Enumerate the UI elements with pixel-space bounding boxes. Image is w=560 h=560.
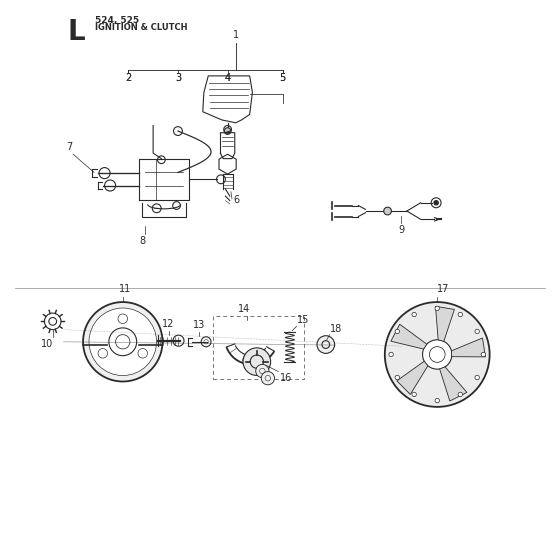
Polygon shape: [397, 361, 428, 394]
Text: 4: 4: [225, 73, 231, 83]
Circle shape: [98, 348, 108, 358]
Text: 15: 15: [297, 315, 309, 325]
Circle shape: [138, 348, 147, 358]
Circle shape: [435, 398, 440, 403]
Text: 16: 16: [280, 373, 292, 382]
Bar: [213, 316, 304, 379]
Text: 12: 12: [162, 319, 175, 329]
Circle shape: [118, 314, 128, 324]
Circle shape: [256, 365, 269, 377]
Circle shape: [458, 312, 463, 317]
Text: 3: 3: [175, 73, 181, 83]
Polygon shape: [391, 324, 427, 349]
Text: 3: 3: [175, 73, 181, 83]
Text: 7: 7: [66, 142, 72, 152]
Text: 13: 13: [193, 320, 205, 330]
Circle shape: [395, 375, 399, 380]
Circle shape: [481, 352, 486, 357]
Text: 17: 17: [437, 284, 449, 294]
Circle shape: [384, 207, 391, 215]
Circle shape: [225, 128, 231, 134]
Text: 11: 11: [119, 284, 132, 294]
Text: 6: 6: [233, 195, 239, 205]
Text: 8: 8: [139, 236, 145, 246]
Circle shape: [458, 392, 463, 396]
Circle shape: [83, 302, 162, 381]
Circle shape: [262, 372, 274, 385]
Circle shape: [243, 348, 270, 375]
Circle shape: [412, 392, 417, 396]
Text: 5: 5: [279, 73, 286, 83]
Circle shape: [89, 308, 157, 376]
Circle shape: [423, 340, 452, 369]
Circle shape: [317, 335, 335, 353]
Circle shape: [475, 375, 479, 380]
Circle shape: [385, 302, 489, 407]
Text: 9: 9: [398, 225, 404, 235]
Text: 14: 14: [238, 304, 250, 314]
Text: 4: 4: [225, 73, 231, 83]
Circle shape: [395, 329, 399, 334]
Polygon shape: [436, 306, 454, 342]
Circle shape: [434, 200, 438, 205]
Text: 5: 5: [279, 73, 286, 83]
Text: 18: 18: [330, 324, 342, 334]
Circle shape: [412, 312, 417, 317]
Circle shape: [475, 329, 479, 334]
Text: L: L: [68, 18, 85, 46]
Circle shape: [435, 306, 440, 311]
Circle shape: [389, 352, 393, 357]
Text: IGNITION & CLUTCH: IGNITION & CLUTCH: [95, 24, 188, 32]
Text: 2: 2: [125, 73, 132, 83]
Text: 10: 10: [41, 339, 53, 349]
Text: 1: 1: [233, 30, 239, 40]
Polygon shape: [440, 367, 467, 401]
Text: 2: 2: [125, 73, 132, 83]
Text: 524, 525: 524, 525: [95, 16, 139, 25]
Polygon shape: [451, 338, 486, 357]
